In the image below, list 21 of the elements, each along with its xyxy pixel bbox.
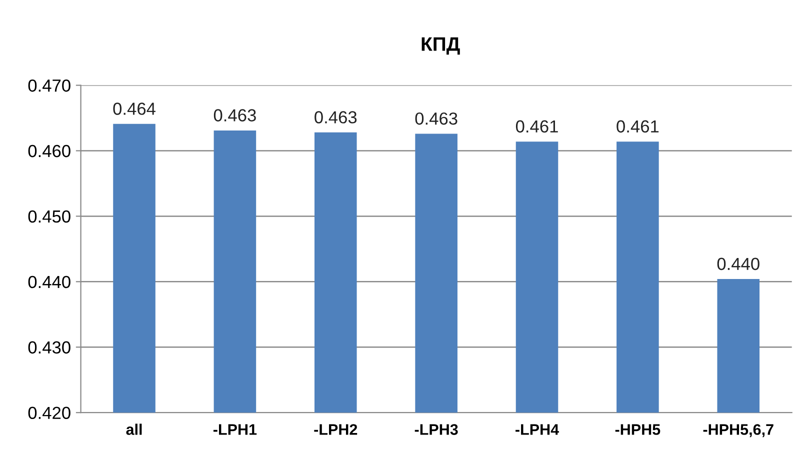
- data-label: 0.463: [314, 111, 357, 124]
- data-label: 0.463: [415, 112, 458, 125]
- data-label: 0.440: [717, 258, 760, 270]
- y-tick-label: 0.420: [28, 406, 70, 420]
- x-tick-label: -LPH2: [314, 424, 358, 435]
- chart-title: КПД: [422, 37, 460, 55]
- y-tick-label: 0.430: [28, 341, 70, 354]
- x-tick-label: -HPH5,6,7: [703, 424, 774, 438]
- y-tick-label: 0.470: [28, 79, 70, 92]
- x-tick-label: -LPH3: [414, 424, 458, 435]
- data-label: 0.461: [616, 120, 659, 133]
- data-label: 0.463: [214, 109, 256, 122]
- x-tick-label: -LPH1: [213, 424, 257, 435]
- x-tick-label: -HPH5: [615, 424, 660, 435]
- data-label: 0.461: [516, 120, 558, 133]
- y-tick-label: 0.460: [28, 144, 70, 158]
- x-tick-label: -LPH4: [516, 424, 559, 435]
- x-tick-label: all: [126, 424, 142, 435]
- y-tick-label: 0.450: [28, 210, 70, 223]
- y-tick-label: 0.440: [28, 276, 70, 288]
- data-label: 0.464: [113, 102, 156, 115]
